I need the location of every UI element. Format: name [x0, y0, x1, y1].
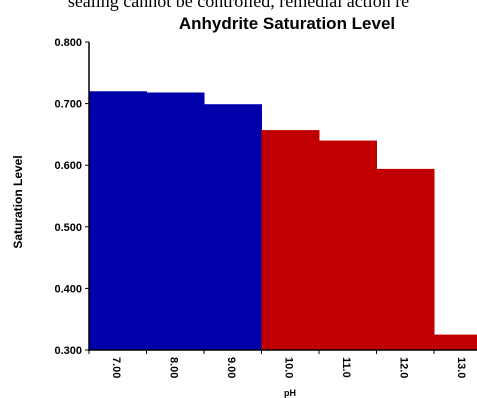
x-tick-label: 10.0 — [282, 357, 294, 378]
x-tick-label: 9.00 — [225, 357, 237, 378]
x-tick-label: 13.0 — [455, 357, 467, 378]
cropped-caption-text: sealing cannot be controlled, remedial a… — [67, 0, 410, 11]
bar-8.00 — [146, 92, 205, 351]
bars-group — [89, 91, 477, 351]
y-tick-label: 0.700 — [54, 99, 82, 111]
x-axis-label: pH — [284, 388, 296, 398]
x-tick-labels: 7.00 8.00 9.00 10.0 11.0 12.0 13.0 — [110, 357, 467, 378]
y-tick-label: 0.600 — [54, 160, 82, 172]
x-tick-label: 8.00 — [167, 357, 179, 378]
bar-9.00 — [204, 104, 262, 350]
bar-10.0 — [261, 130, 320, 350]
x-tick-label: 11.0 — [340, 357, 352, 378]
y-tick-label: 0.300 — [54, 345, 82, 357]
y-tick-labels: 0.300 0.400 0.500 0.600 0.700 0.800 — [54, 37, 82, 357]
bar-12.0 — [376, 168, 435, 350]
x-tick-label: 7.00 — [110, 357, 122, 378]
y-tick-label: 0.800 — [54, 37, 82, 49]
chart-title: Anhydrite Saturation Level — [179, 14, 395, 33]
bar-11.0 — [319, 140, 377, 350]
x-tick-label: 12.0 — [397, 357, 409, 378]
bar-13.0 — [434, 334, 477, 350]
y-tick-label: 0.500 — [54, 222, 82, 234]
y-tick-label: 0.400 — [54, 283, 82, 295]
y-axis-label: Saturation Level — [11, 155, 25, 248]
axes-group — [85, 41, 477, 354]
bar-7.00 — [89, 91, 147, 350]
